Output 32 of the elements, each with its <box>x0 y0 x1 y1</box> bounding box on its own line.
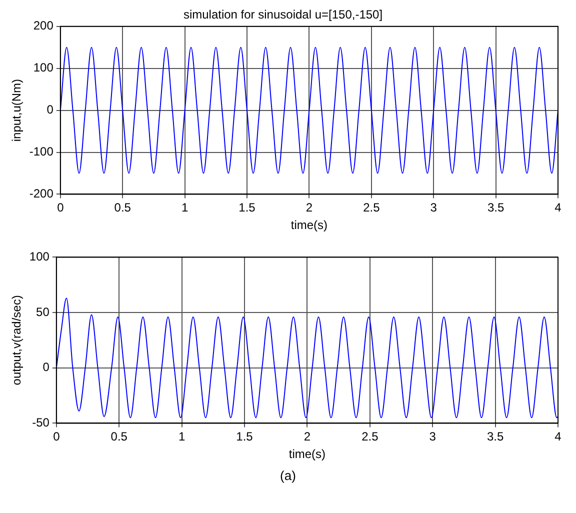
x-axis-title: time(s) <box>288 447 326 462</box>
x-tick-label: 2 <box>304 430 311 444</box>
chart-title: simulation for sinusoidal u=[150,-150] <box>183 8 383 22</box>
x-tick-label: 1 <box>178 430 186 444</box>
x-tick-label: 2.5 <box>363 200 380 215</box>
x-tick-label: 0.5 <box>114 200 132 215</box>
x-tick-label: 3 <box>430 200 438 215</box>
x-tick-label: 3.5 <box>487 200 504 215</box>
x-tick-label: 3.5 <box>486 430 504 444</box>
y-tick-label: 100 <box>33 60 54 75</box>
y-tick-label: 100 <box>29 250 50 264</box>
x-tick-label: 4 <box>554 430 562 444</box>
y-tick-label: 0 <box>46 102 54 117</box>
y-tick-label: -200 <box>29 186 54 201</box>
y-tick-label: -100 <box>29 144 54 159</box>
x-tick-label: 1.5 <box>236 430 254 444</box>
x-tick-label: 1.5 <box>238 200 256 215</box>
x-tick-label: 0 <box>57 200 64 215</box>
x-tick-label: 0.5 <box>110 430 128 444</box>
x-tick-label: 1 <box>181 200 188 215</box>
x-tick-label: 2 <box>306 200 313 215</box>
y-axis-title: input,u(Nm) <box>10 78 24 142</box>
y-axis-title: output,v(rad/sec) <box>10 295 24 386</box>
x-tick-label: 4 <box>554 200 562 215</box>
x-tick-label: 2.5 <box>362 430 379 444</box>
y-tick-label: 0 <box>42 360 50 374</box>
x-tick-label: 3 <box>429 430 436 444</box>
x-axis-title: time(s) <box>290 218 328 232</box>
y-tick-label: 50 <box>36 304 50 319</box>
y-tick-label: -50 <box>32 416 50 430</box>
y-tick-label: 200 <box>33 18 54 33</box>
text: (a) <box>279 468 297 483</box>
